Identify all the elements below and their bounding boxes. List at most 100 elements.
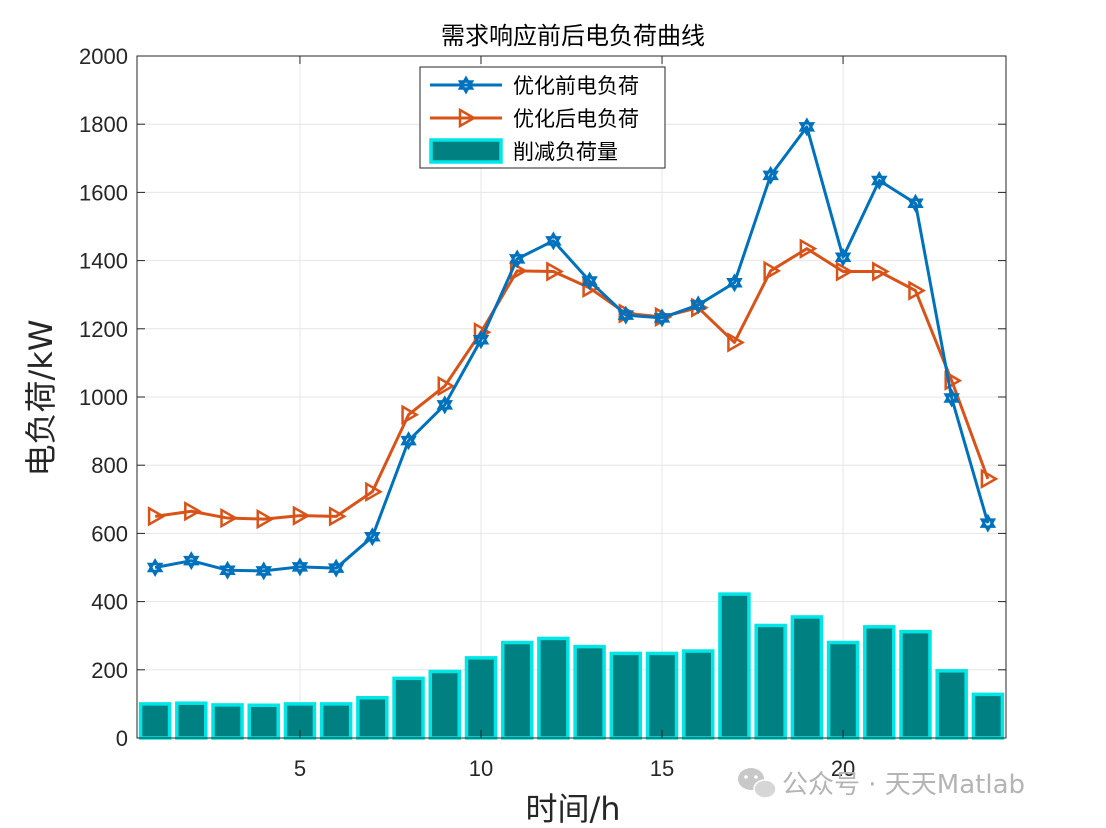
y-axis-label: 电负荷/kW [22, 320, 60, 477]
point-before [581, 271, 598, 291]
point-before [545, 231, 562, 251]
axes [136, 55, 1007, 739]
point-before [726, 273, 743, 293]
bar-reduced-load [609, 651, 643, 740]
chart-title: 需求响应前后电负荷曲线 [441, 22, 705, 50]
bar-reduced-load [645, 651, 679, 740]
point-after [727, 332, 745, 353]
point-after [872, 261, 890, 282]
lines [146, 117, 999, 581]
series-line-before [154, 125, 990, 573]
bar-reduced-load [754, 623, 787, 740]
watermark-text: 公众号 · 天天Matlab [782, 770, 1025, 800]
point-after [763, 260, 782, 281]
legend-marker-before [457, 75, 475, 95]
x-axis-label: 时间/h [525, 790, 620, 828]
point-after [184, 501, 202, 522]
bar-reduced-load [319, 702, 353, 740]
point-after [147, 506, 166, 527]
x-tick-label: 20 [831, 756, 855, 781]
point-before [653, 308, 671, 328]
x-tick-label: 5 [294, 756, 306, 781]
point-before [798, 117, 816, 137]
bar-reduced-load [935, 669, 968, 740]
point-before [762, 165, 779, 185]
point-before [327, 558, 345, 578]
point-after [437, 375, 456, 397]
bar-reduced-load [175, 701, 208, 740]
y-tick-label: 600 [91, 521, 128, 546]
y-tick-label: 1400 [79, 249, 128, 274]
legend-item-before: 优化前电负荷 [430, 74, 639, 98]
y-tick-label: 1000 [79, 385, 128, 410]
bar-reduced-load [537, 636, 570, 740]
point-before [871, 170, 888, 190]
x-tick-label: 10 [469, 756, 493, 781]
y-tick-label: 800 [91, 453, 128, 478]
point-after [799, 238, 818, 259]
bar-reduced-load [718, 592, 751, 740]
point-before [146, 558, 164, 577]
point-after [908, 280, 926, 301]
bar-reduced-load [863, 625, 896, 740]
point-before [291, 557, 309, 577]
point-before [400, 431, 417, 451]
bar-reduced-load [211, 703, 244, 740]
point-before [255, 561, 272, 581]
point-after [256, 508, 275, 530]
bar-reduced-load [428, 669, 462, 740]
bar-reduced-load [790, 615, 824, 740]
legend-item-after: 优化后电负荷 [430, 107, 639, 131]
point-before [219, 560, 236, 580]
y-tick-label: 1600 [79, 180, 128, 205]
bar-reduced-load [899, 629, 932, 740]
bar-reduced-load [247, 703, 280, 740]
bar-reduced-load [826, 640, 860, 740]
point-before [907, 193, 924, 213]
bar-reduced-load [138, 702, 172, 740]
point-after [546, 261, 564, 282]
y-tick-label: 200 [91, 658, 128, 683]
point-after [980, 468, 999, 489]
point-before [690, 295, 707, 315]
point-before [508, 249, 526, 269]
wechat-icon [738, 768, 777, 799]
point-after [292, 505, 311, 526]
legend-marker-after [458, 107, 477, 129]
y-tick-label: 1200 [79, 317, 128, 342]
bar-reduced-load [971, 692, 1005, 740]
point-before [943, 388, 960, 408]
point-after [944, 370, 963, 391]
legend-label-after: 优化后电负荷 [513, 107, 639, 131]
point-after [835, 261, 854, 282]
x-tick-labels: 5 10 15 20 [294, 756, 855, 781]
y-tick-label: 0 [116, 726, 128, 751]
point-after [365, 481, 383, 502]
legend-swatch-reduced [429, 138, 503, 164]
bar-reduced-load [392, 676, 425, 740]
bar-reduced-load [464, 656, 498, 740]
x-tick-label: 15 [650, 756, 674, 781]
point-before [979, 513, 997, 533]
watermark: 公众号 · 天天Matlab [738, 768, 1025, 800]
point-before [436, 395, 453, 415]
y-tick-labels: 0 200 400 600 800 1000 1200 1400 1600 1800 2000 [79, 44, 128, 751]
point-before [364, 527, 381, 547]
bar-reduced-load [681, 649, 715, 740]
point-before [834, 247, 852, 267]
bar-reduced-load [500, 640, 534, 740]
bar-reduced-load [573, 644, 606, 740]
point-before [183, 551, 200, 571]
y-tick-label: 400 [91, 590, 128, 615]
bar-reduced-load [356, 696, 389, 740]
legend-label-reduced: 削减负荷量 [513, 140, 618, 164]
legend-item-reduced: 削减负荷量 [429, 138, 618, 164]
point-after [328, 506, 347, 527]
point-before [617, 305, 635, 325]
y-tick-label: 2000 [79, 44, 128, 69]
point-before [472, 330, 490, 350]
point-after [220, 507, 239, 529]
y-tick-label: 1800 [79, 112, 128, 137]
